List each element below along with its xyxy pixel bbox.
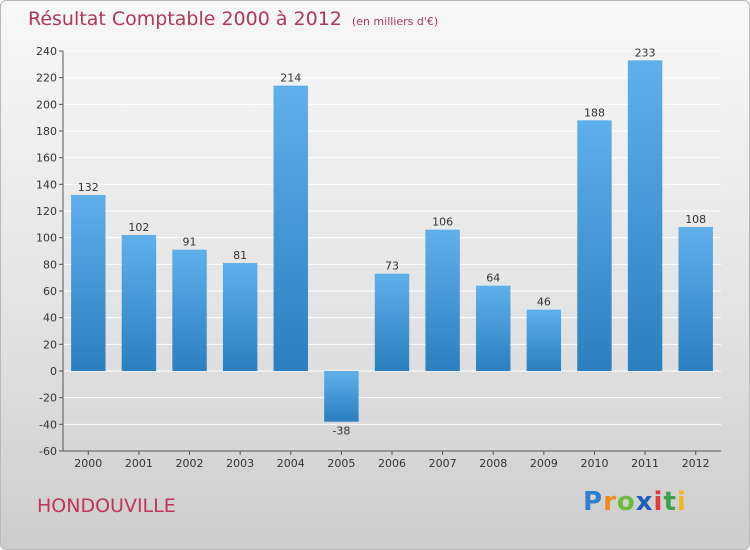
- bar-2002: [172, 249, 207, 371]
- data-label: 132: [78, 181, 99, 194]
- x-tick-label: 2011: [631, 457, 659, 470]
- data-label: 102: [128, 221, 149, 234]
- logo-letter: i: [676, 487, 687, 517]
- bar-2011: [627, 60, 663, 371]
- y-tick-label: -20: [39, 392, 57, 405]
- y-tick-label: 160: [36, 152, 57, 165]
- y-tick-label: 220: [36, 72, 57, 85]
- data-label: 46: [537, 296, 551, 309]
- y-tick-label: 240: [36, 45, 57, 58]
- bar-2003: [222, 263, 258, 371]
- data-label: 91: [183, 236, 197, 249]
- data-label: 73: [385, 260, 399, 273]
- bar-2001: [121, 235, 157, 371]
- data-label: 106: [432, 216, 453, 229]
- x-tick-label: 2009: [530, 457, 558, 470]
- bar-2005: [324, 371, 359, 422]
- bar-2010: [577, 120, 612, 371]
- y-tick-label: 20: [43, 338, 57, 351]
- y-tick-label: -60: [39, 445, 57, 458]
- data-label: 64: [486, 272, 500, 285]
- bar-2000: [71, 195, 106, 371]
- logo-letter: i: [653, 487, 664, 517]
- bar-2007: [425, 229, 460, 371]
- logo-letter: t: [663, 487, 677, 517]
- y-tick-label: 40: [43, 312, 57, 325]
- x-tick-label: 2008: [479, 457, 507, 470]
- x-tick-label: 2010: [580, 457, 608, 470]
- x-tick-label: 2002: [176, 457, 204, 470]
- y-tick-label: 0: [50, 365, 57, 378]
- y-tick-label: 80: [43, 258, 57, 271]
- data-label: 233: [635, 46, 656, 59]
- y-tick-label: 100: [36, 232, 57, 245]
- x-tick-label: 2007: [429, 457, 457, 470]
- x-tick-label: 2005: [327, 457, 355, 470]
- x-tick-label: 2001: [125, 457, 153, 470]
- proxiti-logo[interactable]: Proxiti: [583, 487, 687, 517]
- logo-letter: P: [583, 487, 604, 517]
- y-tick-label: 180: [36, 125, 57, 138]
- y-tick-label: 140: [36, 178, 57, 191]
- bar-2004: [273, 85, 308, 372]
- grid-lines: [63, 50, 721, 452]
- x-tick-label: 2004: [277, 457, 305, 470]
- y-tick-label: -40: [39, 418, 57, 431]
- x-tick-label: 2003: [226, 457, 254, 470]
- bar-2012: [678, 227, 713, 371]
- commune-name: HONDOUVILLE: [37, 495, 176, 517]
- data-label: 81: [233, 249, 247, 262]
- logo-letter: x: [635, 487, 654, 517]
- bars: [71, 60, 713, 422]
- x-tick-label: 2006: [378, 457, 406, 470]
- bar-2009: [526, 309, 562, 371]
- y-tick-label: 200: [36, 98, 57, 111]
- axes: -60 -40 -20 0 20 40 60 80 100 120 140 160 180 200 220 2…: [36, 45, 721, 470]
- x-tick-label: 2012: [682, 457, 710, 470]
- x-tick-label: 2000: [74, 457, 102, 470]
- data-label: 188: [584, 106, 605, 119]
- y-tick-label: 60: [43, 285, 57, 298]
- logo-letter: r: [603, 487, 617, 517]
- chart-title: Résultat Comptable 2000 à 2012 (en millie…: [28, 8, 438, 30]
- data-label: 214: [280, 72, 301, 85]
- data-labels: 132 102 91 81 214 -38 73 106 64 46 188 233 108: [78, 46, 706, 437]
- data-label: -38: [332, 425, 350, 438]
- chart-title-unit: (en milliers d'€): [351, 15, 439, 28]
- logo-letter: o: [616, 487, 636, 517]
- bar-2006: [374, 273, 410, 371]
- y-tick-label: 120: [36, 205, 57, 218]
- data-label: 108: [685, 213, 706, 226]
- chart-title-main: Résultat Comptable 2000 à 2012: [28, 8, 342, 30]
- bar-2008: [476, 285, 511, 371]
